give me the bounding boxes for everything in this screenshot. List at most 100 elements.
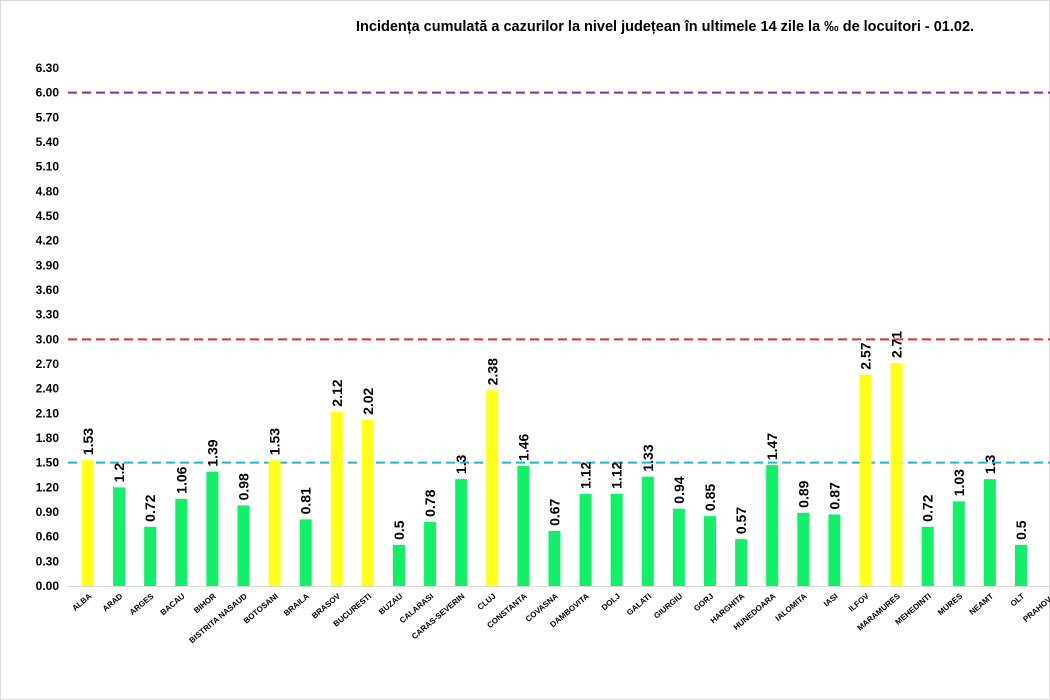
x-tick-label: BRAILA: [282, 591, 311, 617]
y-tick-label: 2.40: [36, 382, 60, 396]
data-label: 0.72: [920, 494, 936, 521]
data-label: 1.53: [80, 428, 96, 455]
x-tick-label: BOTOSANI: [242, 592, 280, 626]
data-label: 2.57: [858, 342, 874, 369]
bar: [704, 516, 716, 586]
bar: [1015, 544, 1027, 586]
data-label: 2.38: [484, 358, 500, 385]
data-label: 1.3: [982, 454, 998, 474]
data-label: 1.12: [609, 461, 625, 488]
x-tick-label: IASI: [822, 592, 840, 609]
x-tick-label: PRAHOVA: [1021, 592, 1050, 624]
bar: [859, 374, 872, 586]
data-label: 1.2: [111, 463, 127, 483]
bar: [113, 487, 126, 586]
bar: [268, 460, 281, 586]
bar: [548, 530, 561, 586]
y-tick-label: 3.00: [36, 332, 60, 346]
bar: [641, 476, 654, 586]
data-label: 1.47: [764, 433, 780, 460]
bar: [455, 479, 468, 586]
x-tick-label: OLT: [1009, 592, 1027, 609]
bar: [393, 544, 405, 586]
y-tick-label: 5.10: [36, 160, 60, 174]
x-tick-label: MURES: [936, 591, 964, 617]
x-tick-label: ARGES: [128, 591, 156, 617]
data-label: 0.89: [795, 480, 811, 507]
y-tick-label: 3.30: [36, 308, 60, 322]
bar: [330, 411, 343, 586]
y-tick-label: 1.80: [36, 431, 60, 445]
y-tick-label: 3.60: [36, 283, 60, 297]
data-label: 0.94: [671, 476, 687, 503]
bar: [579, 493, 592, 586]
x-tick-label: ILFOV: [847, 591, 871, 613]
y-tick-label: 1.20: [36, 480, 60, 494]
data-label: 0.5: [1013, 520, 1029, 540]
bar: [766, 465, 779, 586]
x-tick-label: IALOMITA: [774, 592, 809, 624]
y-tick-label: 5.40: [36, 135, 60, 149]
bar: [735, 539, 748, 586]
bar: [299, 519, 312, 586]
x-tick-label: BISTRITA NASAUD: [187, 592, 248, 646]
data-label: 2.02: [360, 387, 376, 414]
y-tick-label: 5.70: [36, 110, 60, 124]
y-tick-label: 4.80: [36, 184, 60, 198]
x-tick-label: ALBA: [70, 591, 93, 612]
bar: [921, 526, 934, 586]
bar: [672, 508, 685, 586]
y-tick-label: 0.60: [36, 530, 60, 544]
bar: [952, 501, 965, 586]
data-label: 0.87: [826, 482, 842, 509]
data-labels: 1.53 1.2 0.72 1.06 1.39 0.98 1.53 0.81 2.12 2.02 0…: [80, 331, 1029, 540]
bar: [206, 471, 219, 586]
bars: [82, 363, 1027, 586]
data-label: 0.81: [298, 487, 314, 514]
bar: [610, 493, 623, 586]
bar: [890, 363, 903, 586]
x-tick-label: DOLJ: [600, 592, 622, 613]
bar: [424, 521, 437, 586]
bar: [486, 390, 499, 586]
y-tick-label: 2.70: [36, 357, 60, 371]
data-label: 0.98: [236, 473, 252, 500]
y-tick-label: 0.00: [36, 579, 60, 593]
data-label: 1.06: [173, 466, 189, 493]
reference-lines: [68, 91, 1050, 464]
data-label: 0.67: [547, 498, 563, 525]
x-tick-label: NEAMT: [968, 592, 996, 617]
bar: [82, 460, 94, 586]
bar: [797, 512, 810, 586]
y-tick-label: 2.10: [36, 406, 60, 420]
y-axis: 0.00 0.30 0.60 0.90 1.20 1.50 1.80 2.10 2.40 2.70…: [36, 61, 60, 593]
bar: [175, 498, 188, 586]
x-tick-label: BIHOR: [192, 591, 218, 615]
y-tick-label: 0.90: [36, 505, 60, 519]
y-tick-label: 6.00: [36, 86, 60, 100]
data-label: 0.5: [391, 520, 407, 540]
y-tick-label: 1.50: [36, 456, 60, 470]
bar: [983, 479, 996, 586]
y-tick-label: 3.90: [36, 258, 60, 272]
data-label: 1.46: [515, 433, 531, 460]
data-label: 1.12: [578, 461, 594, 488]
x-tick-label: CLUJ: [476, 592, 498, 612]
data-label: 2.12: [329, 379, 345, 406]
bar: [361, 419, 374, 586]
x-tick-label: GORJ: [692, 592, 715, 613]
bar: [517, 465, 530, 586]
bar: [237, 505, 250, 586]
data-label: 1.39: [204, 439, 220, 466]
data-label: 1.33: [640, 444, 656, 471]
x-tick-label: BUZAU: [377, 591, 404, 616]
bar: [144, 526, 157, 586]
x-tick-label: ARAD: [101, 591, 125, 613]
data-label: 0.72: [142, 494, 158, 521]
y-tick-label: 4.20: [36, 234, 60, 248]
x-tick-label: GALATI: [625, 592, 653, 618]
data-label: 1.03: [951, 469, 967, 496]
data-label: 0.57: [733, 507, 749, 534]
